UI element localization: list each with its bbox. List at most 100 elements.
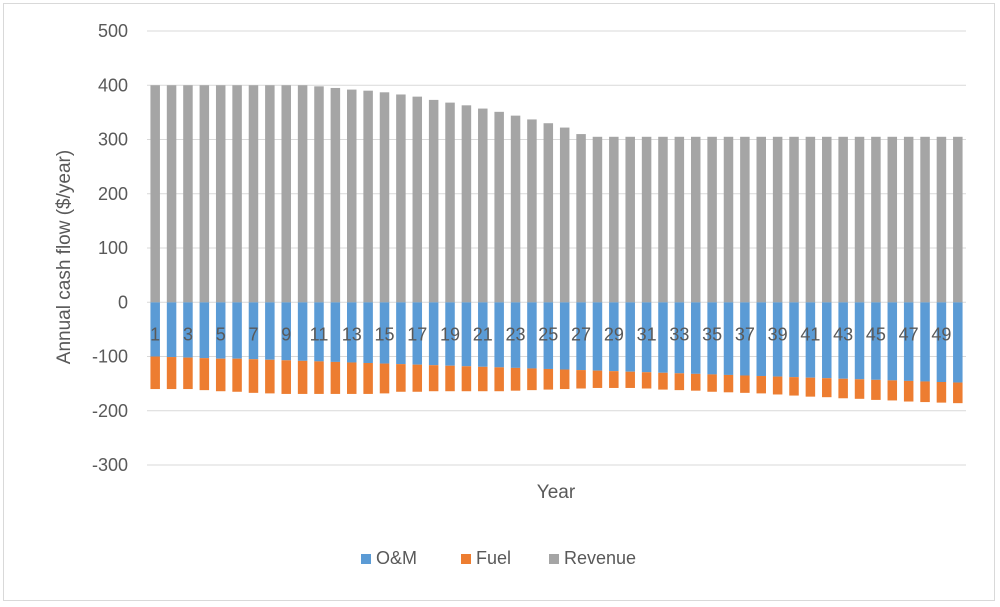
- bar-revenue: [625, 136, 635, 303]
- x-tick-label: 41: [800, 324, 820, 344]
- legend-swatch: [361, 554, 371, 564]
- bar-fuel: [199, 358, 210, 391]
- bar-fuel: [772, 376, 783, 395]
- bar-fuel: [543, 368, 554, 390]
- bars: [150, 85, 963, 404]
- bar-fuel: [265, 359, 275, 394]
- bar-revenue: [363, 90, 373, 303]
- bar-fuel: [166, 357, 177, 390]
- bar-revenue: [297, 85, 308, 303]
- bar-revenue: [150, 85, 160, 303]
- bar-o-m: [576, 302, 586, 371]
- bar-revenue: [723, 136, 734, 303]
- bar-o-m: [854, 302, 865, 380]
- bar-fuel: [953, 382, 963, 404]
- bar-fuel: [559, 369, 570, 390]
- bar-revenue: [756, 136, 767, 303]
- bar-o-m: [658, 302, 668, 373]
- x-tick-label: 43: [833, 324, 853, 344]
- bar-o-m: [363, 302, 373, 364]
- bar-revenue: [674, 136, 685, 303]
- bar-revenue: [379, 92, 390, 303]
- bar-fuel: [576, 370, 586, 389]
- bar-o-m: [248, 302, 259, 360]
- bar-revenue: [805, 136, 816, 303]
- bar-fuel: [346, 362, 357, 394]
- legend: O&M Fuel Revenue: [361, 548, 636, 568]
- y-tick-labels: 500 400 300 200 100 0 -100 -200 -300: [92, 21, 128, 475]
- bar-o-m: [690, 302, 701, 374]
- bar-o-m: [199, 302, 210, 359]
- bar-o-m: [756, 302, 767, 377]
- x-tick-label: 11: [310, 324, 329, 344]
- y-tick-label: -300: [92, 455, 128, 475]
- bar-revenue: [478, 108, 488, 303]
- bar-revenue: [330, 87, 341, 303]
- x-tick-label: 47: [899, 324, 919, 344]
- bar-revenue: [641, 136, 652, 303]
- bar-fuel: [740, 375, 750, 393]
- bar-fuel: [838, 378, 848, 399]
- x-tick-label: 31: [637, 324, 657, 344]
- bar-fuel: [805, 377, 816, 397]
- bar-fuel: [215, 358, 226, 392]
- x-tick-label: 13: [342, 324, 362, 344]
- bar-fuel: [248, 359, 259, 393]
- bar-fuel: [822, 378, 832, 398]
- bar-o-m: [297, 302, 308, 361]
- bar-fuel: [314, 361, 324, 394]
- legend-item: O&M: [361, 548, 417, 568]
- bar-o-m: [641, 302, 652, 373]
- x-axis-title: Year: [537, 482, 576, 503]
- bar-fuel: [281, 360, 291, 394]
- bar-fuel: [903, 380, 914, 402]
- bar-o-m: [265, 302, 275, 360]
- bar-o-m: [150, 302, 160, 357]
- bar-revenue: [936, 136, 947, 303]
- bar-revenue: [346, 89, 357, 303]
- bar-revenue: [445, 102, 455, 303]
- bar-fuel: [723, 374, 734, 393]
- bar-fuel: [363, 363, 373, 394]
- x-tick-label: 17: [407, 324, 427, 344]
- bar-o-m: [215, 302, 226, 359]
- bar-o-m: [543, 302, 554, 369]
- y-tick-label: 400: [98, 75, 128, 95]
- bar-revenue: [215, 85, 226, 303]
- x-tick-label: 1: [150, 324, 160, 344]
- bar-revenue: [903, 136, 914, 303]
- bar-fuel: [609, 371, 619, 388]
- bar-fuel: [887, 380, 898, 401]
- bar-revenue: [854, 136, 865, 303]
- bar-fuel: [592, 370, 603, 388]
- bar-revenue: [609, 136, 619, 303]
- legend-label: Revenue: [564, 548, 636, 568]
- bar-revenue: [772, 136, 783, 303]
- bar-o-m: [379, 302, 390, 364]
- bar-revenue: [592, 136, 603, 303]
- bar-revenue: [543, 123, 554, 303]
- bar-revenue: [707, 136, 717, 303]
- bar-fuel: [756, 376, 767, 394]
- bar-o-m: [822, 302, 832, 379]
- bar-o-m: [920, 302, 930, 382]
- bar-fuel: [527, 368, 537, 391]
- bar-revenue: [248, 85, 259, 303]
- bar-o-m: [707, 302, 717, 375]
- bar-o-m: [166, 302, 177, 358]
- x-tick-label: 49: [931, 324, 951, 344]
- x-tick-label: 7: [248, 324, 258, 344]
- bar-o-m: [330, 302, 341, 362]
- x-tick-label: 33: [669, 324, 689, 344]
- bar-o-m: [723, 302, 734, 375]
- y-tick-label: 200: [98, 184, 128, 204]
- bar-o-m: [936, 302, 947, 382]
- bar-o-m: [428, 302, 439, 366]
- bar-fuel: [936, 381, 947, 403]
- bar-o-m: [740, 302, 750, 376]
- bar-revenue: [412, 96, 423, 303]
- bar-o-m: [903, 302, 914, 381]
- bar-fuel: [690, 373, 701, 391]
- bar-revenue: [559, 127, 570, 303]
- bar-revenue: [789, 136, 799, 303]
